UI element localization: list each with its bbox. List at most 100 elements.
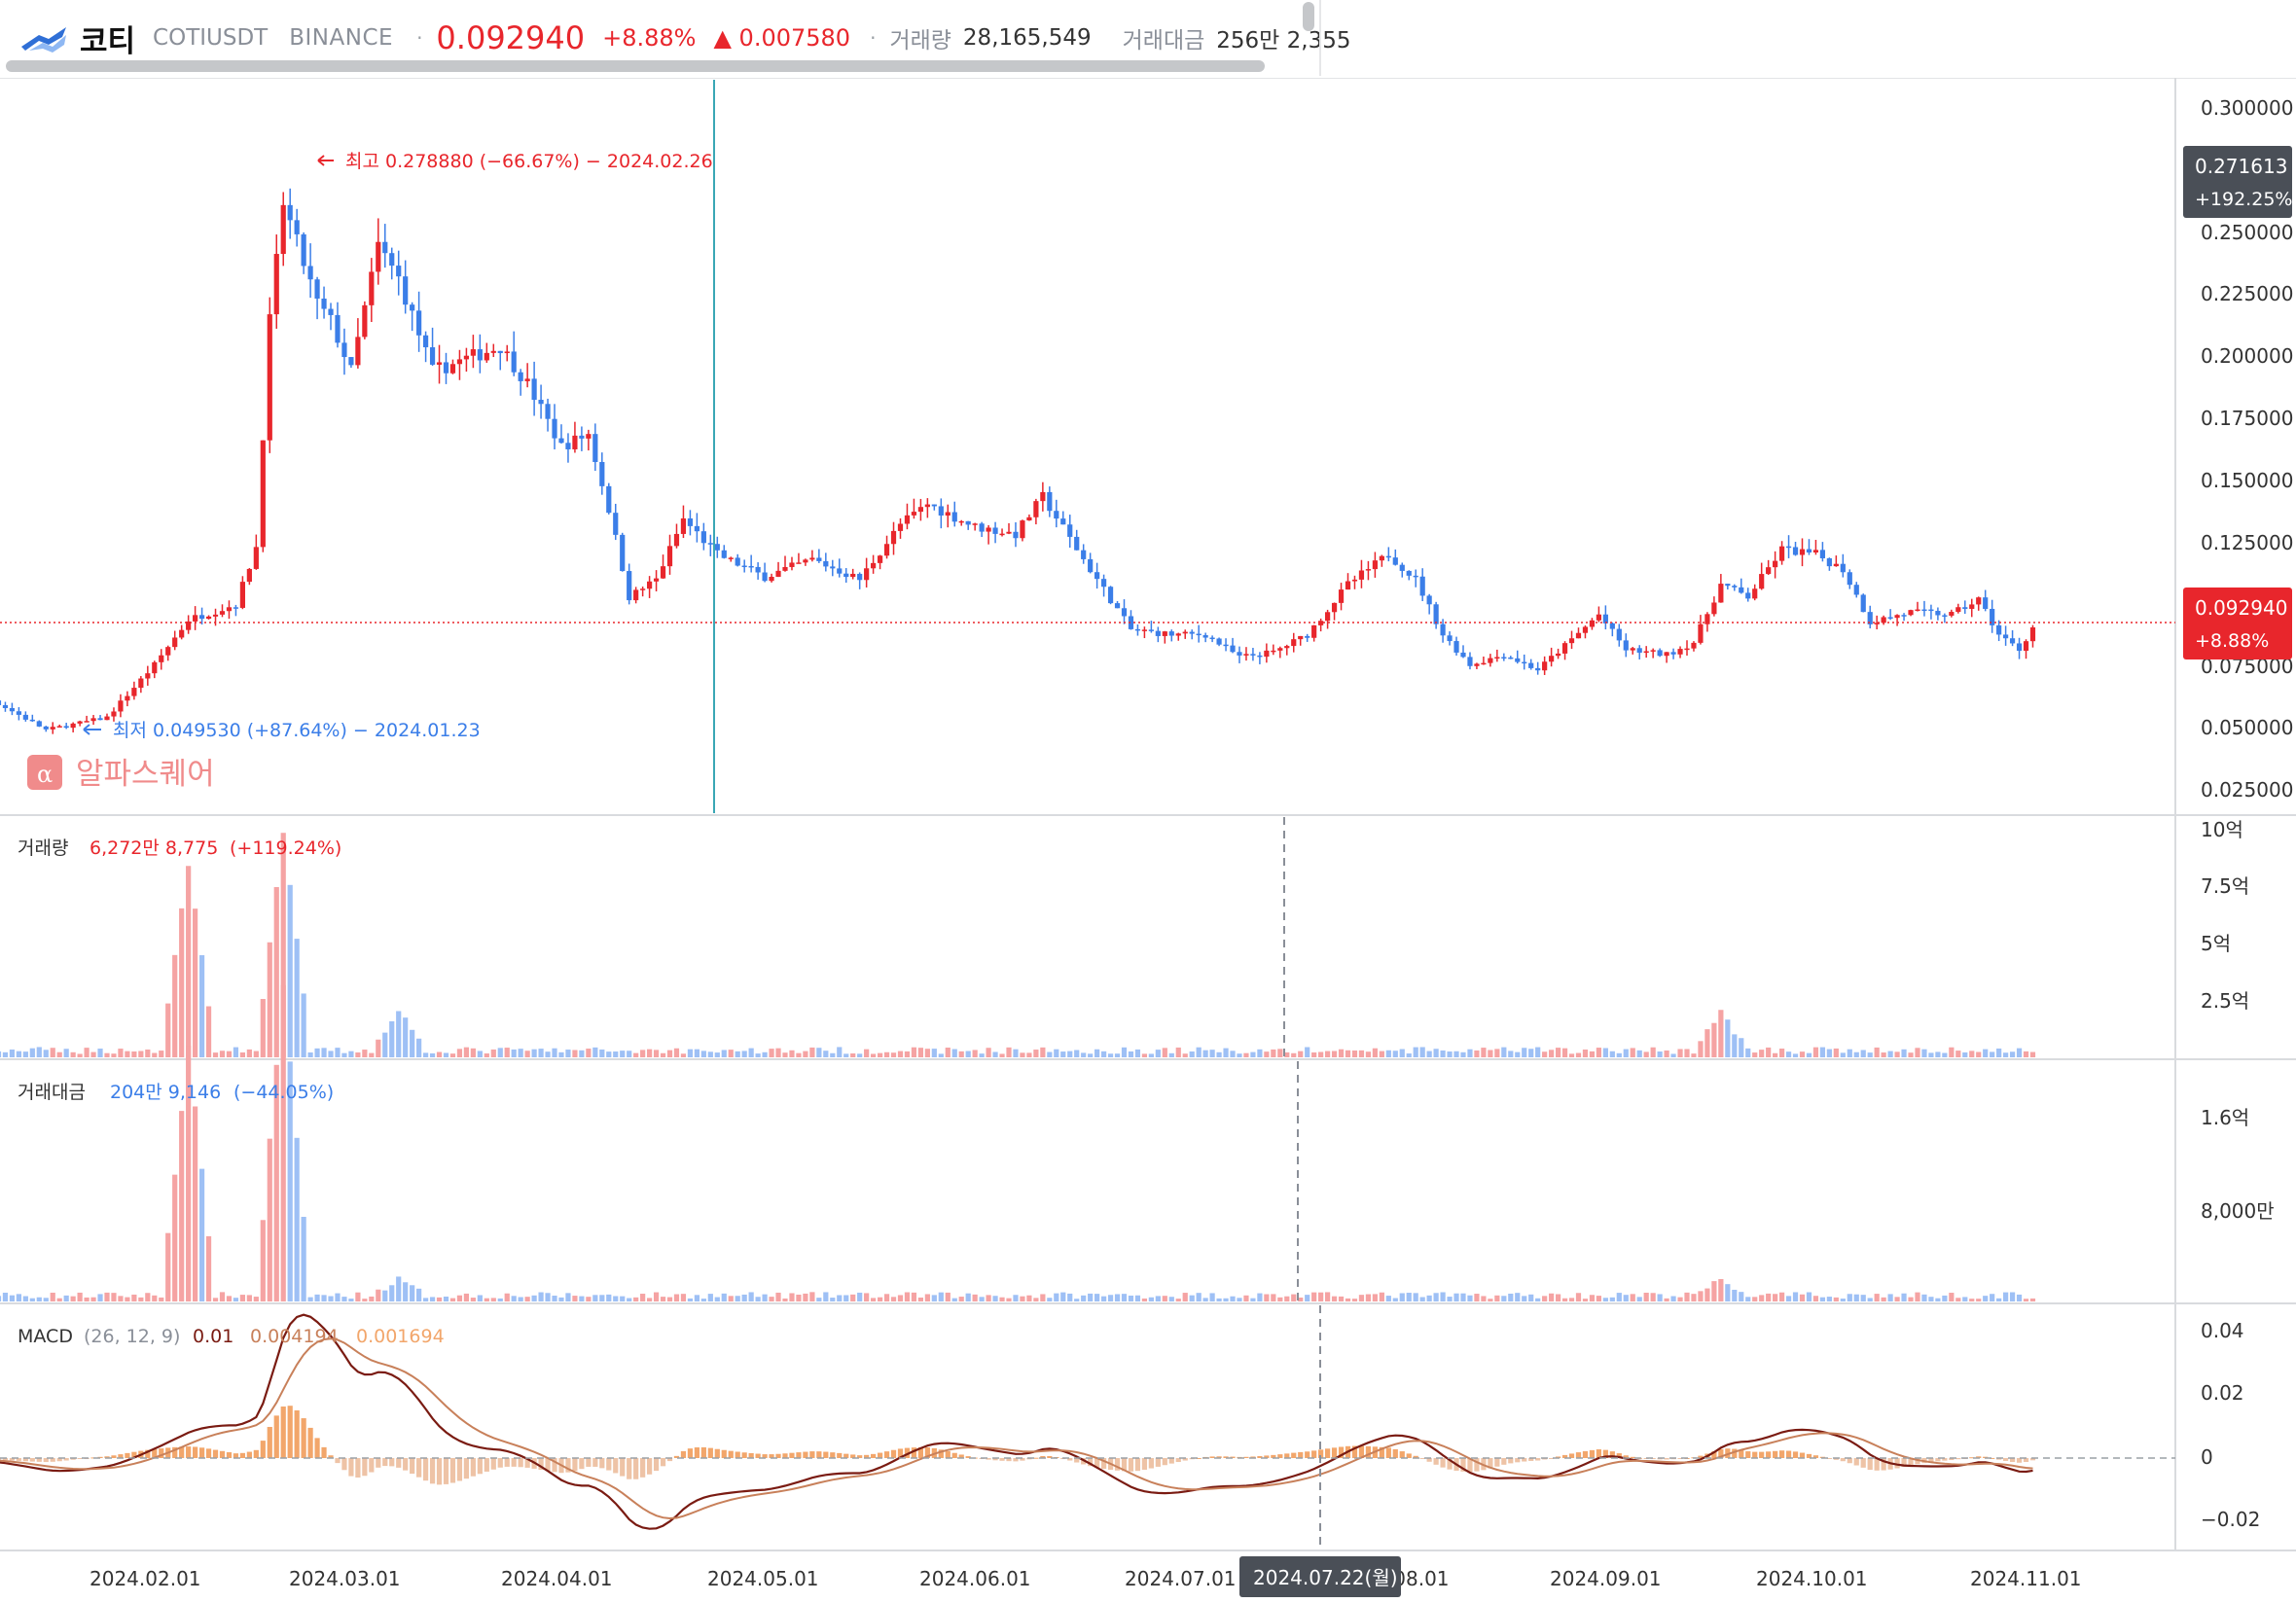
- volume-bar: [524, 1051, 530, 1057]
- volume-bar: [1148, 1053, 1154, 1057]
- volume-bar: [287, 884, 293, 1057]
- candle-body: [1298, 635, 1304, 640]
- macd-histogram-bar: [233, 1453, 239, 1458]
- macd-histogram-bar: [809, 1451, 815, 1458]
- turnover-bar: [877, 1297, 883, 1301]
- volume-bar: [403, 1017, 409, 1057]
- volume-bar: [111, 1053, 117, 1057]
- macd-histogram-bar: [9, 1458, 16, 1461]
- volume-bar: [29, 1048, 35, 1057]
- volume-bar: [1467, 1049, 1473, 1057]
- candle-body: [938, 506, 944, 517]
- volume-bar: [1990, 1051, 1995, 1057]
- volume-bar: [362, 1050, 368, 1057]
- candle-body: [422, 335, 429, 348]
- macd-histogram-bar: [796, 1452, 802, 1458]
- volume-bar: [294, 939, 300, 1057]
- turnover-bar: [579, 1296, 585, 1301]
- volume-bar: [77, 1053, 83, 1057]
- volume-bar: [1847, 1049, 1852, 1057]
- turnover-bar: [246, 1295, 252, 1301]
- candle-body: [1650, 650, 1656, 652]
- macd-histogram-bar: [687, 1448, 694, 1458]
- volume-bar: [1481, 1048, 1487, 1057]
- volume-bar: [823, 1051, 829, 1057]
- price-candles: [0, 188, 2036, 734]
- turnover-bar: [823, 1292, 829, 1301]
- turnover-bar: [565, 1293, 571, 1301]
- volume-bar: [1013, 1049, 1019, 1057]
- volume-bar: [1508, 1051, 1514, 1057]
- turnover-bar: [1060, 1292, 1066, 1301]
- volume-bar: [1298, 1051, 1304, 1057]
- turnover-bar: [1047, 1298, 1053, 1301]
- candle-body: [1081, 550, 1087, 559]
- turnover-label: 거래대금: [1122, 28, 1205, 53]
- candle-body: [1894, 615, 1900, 619]
- volume-bar: [1515, 1051, 1521, 1057]
- volume-label: 거래량: [889, 28, 951, 53]
- candle-body: [1792, 547, 1799, 555]
- candle-body: [1976, 597, 1982, 605]
- header-vertical-scrollbar[interactable]: [1303, 2, 1314, 31]
- volume-bar: [198, 955, 205, 1057]
- macd-histogram-bar: [436, 1458, 443, 1485]
- candle-body: [246, 568, 252, 583]
- turnover-bar: [1257, 1293, 1263, 1301]
- candle-body: [680, 517, 687, 534]
- symbol-code: COTIUSDT: [153, 25, 269, 51]
- volume-bar: [1460, 1051, 1466, 1057]
- volume-bar: [1040, 1047, 1046, 1057]
- turnover-bar: [979, 1297, 985, 1301]
- macd-histogram-bar: [1677, 1458, 1683, 1459]
- candle-body: [877, 555, 883, 563]
- volume-bar: [1284, 1051, 1290, 1057]
- macd-histogram-bar: [1785, 1450, 1792, 1458]
- macd-histogram-bar: [592, 1458, 598, 1467]
- macd-y-tick: 0: [2201, 1445, 2213, 1469]
- candle-body: [1643, 651, 1649, 654]
- volume-bar: [1942, 1052, 1948, 1057]
- volume-bar: [159, 1051, 164, 1057]
- macd-histogram-bar: [1298, 1451, 1304, 1458]
- turnover-bar: [613, 1296, 619, 1301]
- macd-histogram-bar: [1230, 1456, 1236, 1458]
- macd-histogram-bar: [938, 1449, 944, 1458]
- volume-bar: [1392, 1051, 1398, 1057]
- volume-bar: [1237, 1053, 1242, 1057]
- ticker-header: 코티 COTIUSDT BINANCE · 0.092940 +8.88% ▲ …: [0, 0, 1350, 76]
- price-y-tick: 0.300000: [2201, 96, 2293, 120]
- volume-bar: [456, 1049, 463, 1057]
- volume-bar: [1182, 1053, 1188, 1057]
- turnover-bar: [809, 1292, 815, 1301]
- candle-body: [843, 573, 849, 578]
- candle-body: [1575, 632, 1582, 639]
- candle-body: [348, 357, 354, 366]
- crosshair-price-change: +192.25%: [2195, 189, 2292, 210]
- candle-body: [1257, 655, 1263, 658]
- volume-bar: [1996, 1048, 2002, 1057]
- candle-body: [958, 520, 964, 523]
- candle-body: [369, 271, 375, 305]
- macd-histogram-bar: [159, 1448, 164, 1458]
- volume-bar: [422, 1052, 429, 1057]
- volume-bar: [1711, 1022, 1717, 1057]
- candle-body: [1684, 648, 1690, 651]
- header-horizontal-scrollbar[interactable]: [6, 60, 1265, 72]
- volume-bar: [1684, 1049, 1690, 1057]
- crosshair-price-label: 0.271613 +192.25%: [2183, 146, 2292, 218]
- macd-histogram-bar: [735, 1451, 740, 1458]
- macd-histogram-bar: [538, 1458, 544, 1471]
- candle-body: [1406, 570, 1412, 576]
- candle-body: [490, 350, 496, 353]
- candle-body: [1202, 634, 1208, 638]
- macd-histogram-bar: [389, 1458, 395, 1467]
- turnover-bar: [558, 1297, 564, 1301]
- volume-bar: [1691, 1053, 1697, 1057]
- coin-name[interactable]: 코티: [80, 23, 136, 59]
- candle-body: [186, 621, 192, 630]
- turnover-bar: [111, 1293, 117, 1301]
- crosshair-date-label: 2024.07.22(월): [1239, 1556, 1401, 1597]
- volume-bar: [1054, 1049, 1059, 1057]
